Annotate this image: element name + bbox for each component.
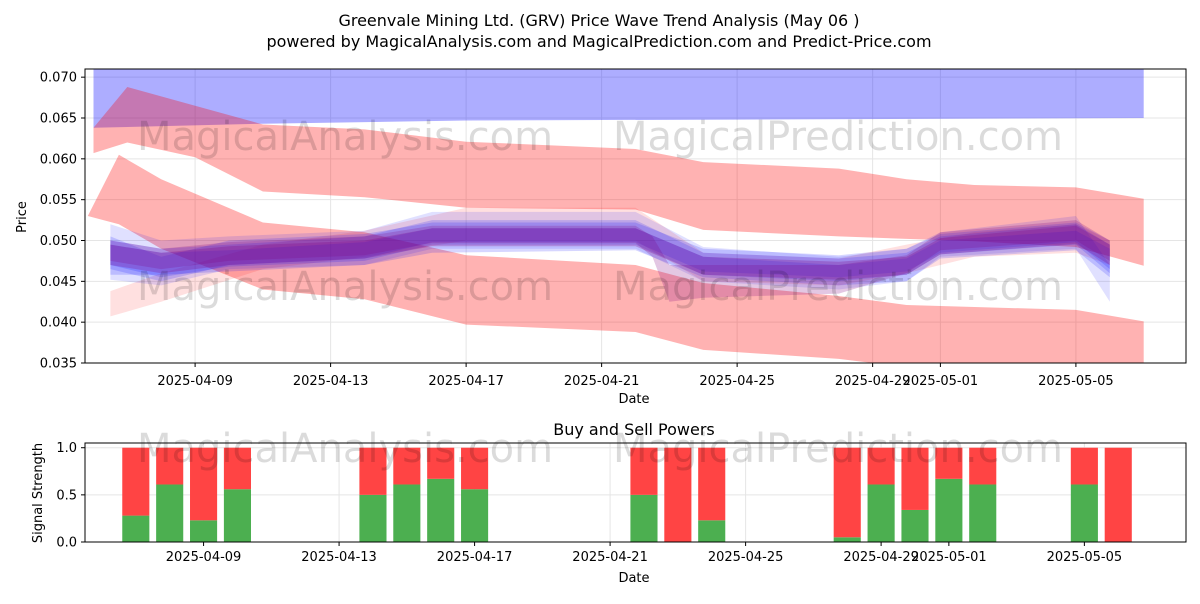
price-y-tick-label: 0.060	[40, 152, 77, 167]
price-band-purple	[110, 220, 1110, 302]
price-y-tick-label: 0.045	[40, 275, 77, 290]
sell-bar	[359, 447, 387, 495]
price-band-blue	[110, 220, 1110, 282]
buy-bar	[935, 478, 963, 542]
price-x-tick-label: 2025-04-13	[293, 374, 369, 389]
buy-bar	[156, 484, 184, 542]
signal-bars	[122, 447, 1132, 542]
sell-bar	[461, 447, 489, 490]
price-band-purple	[110, 225, 1110, 280]
buy-bar	[223, 489, 251, 542]
price-x-ticks: 2025-04-09 2025-04-13 2025-04-17 2025-04-21…	[157, 363, 1114, 389]
sell-bar	[698, 447, 726, 521]
price-x-tick-label: 2025-04-25	[699, 374, 775, 389]
sell-bar	[223, 447, 251, 490]
buy-bar	[461, 489, 489, 542]
price-x-tick-label: 2025-04-21	[564, 374, 640, 389]
buy-bar	[833, 537, 861, 542]
price-y-tick-label: 0.040	[40, 316, 77, 331]
signal-y-tick-label: 0.0	[56, 536, 77, 551]
watermark-text: MagicalAnalysis.com	[137, 426, 553, 472]
signal-x-tick-label: 2025-05-05	[1047, 550, 1123, 565]
buy-bar	[901, 509, 929, 542]
signal-x-tick-label: 2025-04-13	[301, 550, 377, 565]
signal-panel-title: Buy and Sell Powers	[553, 420, 715, 439]
signal-y-tick-label: 0.5	[56, 488, 77, 503]
price-x-tick-label: 2025-05-01	[903, 374, 979, 389]
buy-bar	[630, 494, 658, 542]
price-frame	[84, 68, 1187, 364]
sell-bar	[1070, 447, 1098, 485]
price-band-red	[87, 154, 1144, 363]
price-band-red	[93, 87, 1144, 266]
signal-x-tick-label: 2025-04-09	[166, 550, 242, 565]
price-x-tick-label: 2025-04-17	[428, 374, 504, 389]
price-watermarks: MagicalAnalysis.com MagicalPrediction.com…	[137, 114, 1063, 310]
sell-bar	[935, 447, 963, 479]
price-x-axis-label: Date	[618, 392, 649, 407]
signal-watermarks: MagicalAnalysis.com MagicalPrediction.com	[137, 426, 1063, 472]
price-x-tick-label: 2025-05-05	[1038, 374, 1114, 389]
signal-x-tick-label: 2025-04-25	[708, 550, 784, 565]
price-y-tick-label: 0.050	[40, 234, 77, 249]
sell-bar	[867, 447, 895, 485]
buy-bar	[190, 520, 218, 542]
signal-x-tick-label: 2025-04-17	[437, 550, 513, 565]
signal-y-axis-label: Signal Strength	[31, 443, 46, 543]
sell-bar	[969, 447, 997, 485]
price-y-tick-label: 0.070	[40, 71, 77, 86]
watermark-text: MagicalPrediction.com	[613, 114, 1063, 160]
chart-subtitle: powered by MagicalAnalysis.com and Magic…	[266, 32, 931, 51]
buy-bar	[359, 494, 387, 542]
price-y-tick-label: 0.055	[40, 193, 77, 208]
watermark-text: MagicalAnalysis.com	[137, 264, 553, 310]
signal-x-ticks: 2025-04-09 2025-04-13 2025-04-17 2025-04-21…	[166, 542, 1122, 565]
price-band-blue	[110, 228, 1110, 286]
signal-x-tick-label: 2025-04-29	[843, 550, 919, 565]
price-x-tick-label: 2025-04-29	[835, 374, 911, 389]
price-bands	[87, 69, 1144, 363]
signal-x-tick-label: 2025-05-01	[911, 550, 987, 565]
signal-x-tick-label: 2025-04-21	[572, 550, 648, 565]
sell-bar	[190, 447, 218, 521]
sell-bar	[156, 447, 184, 485]
price-y-axis-label: Price	[15, 201, 30, 233]
price-band-blue	[110, 211, 1110, 302]
sell-bar	[901, 447, 929, 510]
sell-bar	[630, 447, 658, 495]
price-y-tick-label: 0.065	[40, 112, 77, 127]
price-band-blue	[110, 222, 1110, 282]
watermark-text: MagicalAnalysis.com	[137, 114, 553, 160]
buy-bar	[427, 478, 455, 542]
price-band-red	[110, 207, 1110, 317]
signal-frame	[84, 442, 1187, 543]
signal-x-axis-label: Date	[618, 571, 649, 586]
sell-bar	[393, 447, 421, 485]
price-x-tick-label: 2025-04-09	[157, 374, 233, 389]
buy-bar	[1070, 484, 1098, 542]
price-panel: MagicalAnalysis.com MagicalPrediction.com…	[15, 68, 1187, 407]
buy-bar	[867, 484, 895, 542]
price-band-blue	[93, 69, 1144, 128]
sell-bar	[427, 447, 455, 479]
sell-bar	[833, 447, 861, 538]
sell-bar	[664, 447, 692, 542]
buy-bar	[698, 520, 726, 542]
chart-title: Greenvale Mining Ltd. (GRV) Price Wave T…	[338, 11, 859, 30]
signal-y-ticks: 0.0 0.5 1.0	[56, 441, 85, 551]
buy-bar	[393, 484, 421, 542]
price-y-ticks: 0.035 0.040 0.045 0.050 0.055 0.060 0.065 0.070	[40, 71, 85, 372]
signal-y-tick-label: 1.0	[56, 441, 77, 456]
price-y-tick-label: 0.035	[40, 357, 77, 372]
sell-bar	[1104, 447, 1132, 542]
buy-bar	[122, 515, 150, 542]
sell-bar	[122, 447, 150, 516]
signal-panel: Buy and Sell Powers MagicalAnalysis.com M…	[31, 420, 1187, 586]
buy-bar	[969, 484, 997, 542]
price-grid	[85, 69, 1186, 364]
watermark-text: MagicalPrediction.com	[613, 426, 1063, 472]
watermark-text: MagicalPrediction.com	[613, 264, 1063, 310]
